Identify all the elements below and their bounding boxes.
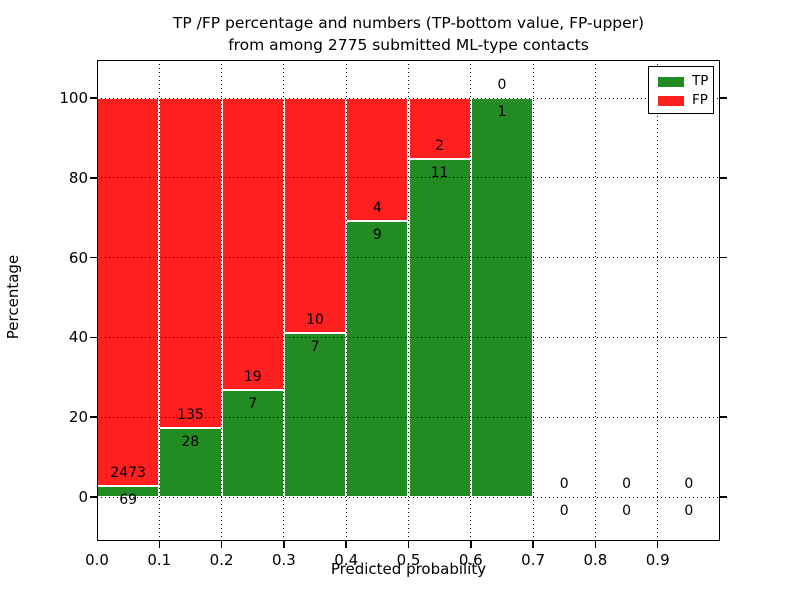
x-tick-label: 0.2 bbox=[209, 551, 234, 569]
x-tick-label: 0.7 bbox=[521, 551, 546, 569]
y-axis-tick-left bbox=[90, 256, 97, 259]
y-axis-tick-right bbox=[720, 416, 727, 418]
x-tick-label: 0.1 bbox=[147, 551, 172, 569]
x-axis-label: Predicted probability bbox=[330, 560, 487, 578]
fp-bar-segment bbox=[97, 98, 160, 487]
bars-layer bbox=[97, 60, 720, 541]
x-tick-label: 0.9 bbox=[645, 551, 670, 569]
x-axis-tick bbox=[345, 541, 347, 548]
fp-count-label: 0 bbox=[622, 476, 632, 492]
y-tick-label: 100 bbox=[59, 89, 88, 107]
fp-bar-segment bbox=[408, 98, 471, 160]
tp-count-label: 9 bbox=[372, 226, 382, 243]
fp-count-label: 135 bbox=[177, 407, 204, 424]
x-tick-label: 0.4 bbox=[334, 551, 359, 569]
fp-count-label: 2473 bbox=[110, 465, 146, 482]
fp-count-label: 0 bbox=[559, 476, 569, 492]
y-axis-label: Percentage bbox=[4, 254, 22, 340]
y-axis-tick-right bbox=[720, 496, 727, 498]
tp-bar-segment bbox=[470, 98, 534, 497]
y-tick-label: 0 bbox=[78, 488, 88, 506]
chart-title: TP /FP percentage and numbers (TP-bottom… bbox=[97, 12, 720, 56]
tp-bar-segment bbox=[221, 389, 284, 497]
x-tick-label: 0.8 bbox=[583, 551, 608, 569]
tp-bar-segment bbox=[346, 220, 409, 497]
fp-bar-segment bbox=[346, 98, 409, 221]
plot-area: 2473 69 135 28 19 7 10 7 4 9 2 11 0 1 0 0 0 0 0 0 TP FP bbox=[97, 60, 720, 541]
y-axis-tick-left bbox=[90, 177, 97, 179]
fp-bar-segment bbox=[283, 98, 347, 333]
x-axis-tick bbox=[220, 541, 223, 548]
y-axis-tick-left bbox=[90, 336, 97, 339]
chart-title-line2: from among 2775 submitted ML-type contac… bbox=[228, 36, 589, 54]
x-tick-label: 0.6 bbox=[458, 551, 483, 569]
tp-count-label: 28 bbox=[181, 434, 200, 451]
x-axis-tick bbox=[158, 541, 161, 548]
x-axis-tick bbox=[656, 541, 659, 548]
y-tick-label: 60 bbox=[68, 248, 88, 267]
tp-bar-segment bbox=[408, 159, 471, 497]
tp-count-label: 1 bbox=[497, 104, 507, 120]
bar-labels-layer: 2473 69 135 28 19 7 10 7 4 9 2 11 0 1 0 0 0 0 0 0 bbox=[97, 60, 720, 541]
tp-count-label: 0 bbox=[622, 503, 632, 519]
tp-color-swatch bbox=[658, 76, 684, 87]
x-axis-tick bbox=[470, 541, 472, 548]
tp-count-label: 69 bbox=[119, 492, 138, 509]
fp-count-label: 4 bbox=[372, 199, 382, 216]
y-axis-tick-left bbox=[90, 496, 97, 498]
x-axis-tick bbox=[407, 541, 410, 548]
tp-count-label: 11 bbox=[430, 165, 449, 182]
tp-count-label: 7 bbox=[310, 338, 320, 355]
legend-item-fp: FP bbox=[658, 91, 713, 110]
y-axis-tick-right bbox=[720, 97, 727, 99]
y-tick-label: 80 bbox=[68, 168, 88, 187]
legend: TP FP bbox=[648, 66, 714, 114]
y-axis-tick-right bbox=[720, 336, 727, 339]
tp-count-label: 0 bbox=[684, 503, 694, 519]
x-tick-label: 0.5 bbox=[396, 551, 421, 569]
fp-bar-segment bbox=[221, 98, 284, 390]
x-tick-label: 0.3 bbox=[271, 551, 296, 569]
y-tick-label: 40 bbox=[68, 328, 88, 347]
fp-count-label: 19 bbox=[243, 368, 262, 385]
x-axis-tick bbox=[283, 541, 285, 548]
fp-count-label: 2 bbox=[435, 138, 445, 155]
fp-color-swatch bbox=[658, 95, 684, 106]
legend-label-fp: FP bbox=[692, 92, 708, 108]
fp-bar-segment bbox=[159, 98, 222, 429]
fp-count-label: 0 bbox=[497, 77, 507, 93]
x-axis-tick bbox=[532, 541, 534, 548]
y-axis-tick-left bbox=[90, 97, 97, 99]
tp-count-label: 0 bbox=[559, 503, 569, 519]
legend-label-tp: TP bbox=[692, 73, 709, 89]
fp-count-label: 0 bbox=[684, 476, 694, 492]
y-tick-label: 20 bbox=[68, 408, 88, 427]
tp-bar-segment bbox=[159, 428, 222, 497]
chart-title-line1: TP /FP percentage and numbers (TP-bottom… bbox=[172, 14, 645, 32]
legend-item-tp: TP bbox=[658, 72, 713, 91]
x-tick-label: 0.0 bbox=[85, 551, 109, 569]
y-axis-tick-right bbox=[720, 177, 727, 179]
tp-bar-segment bbox=[283, 332, 347, 497]
y-axis-tick-left bbox=[90, 416, 97, 418]
y-axis-tick-right bbox=[720, 256, 727, 259]
tp-count-label: 7 bbox=[248, 395, 258, 412]
x-axis-tick bbox=[594, 541, 597, 548]
fp-count-label: 10 bbox=[306, 311, 324, 328]
